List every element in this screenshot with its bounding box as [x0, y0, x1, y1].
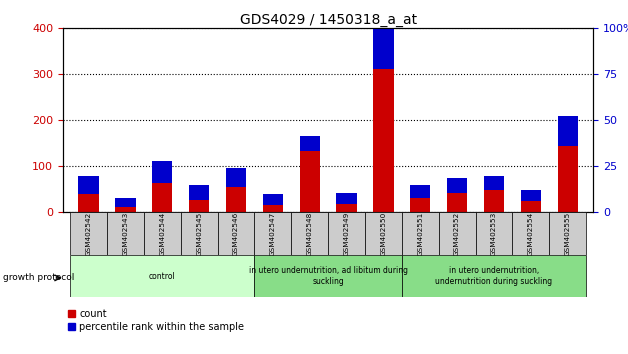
Text: control: control — [149, 272, 176, 281]
Bar — [337, 204, 357, 212]
Bar — [410, 185, 430, 198]
Text: growth protocol: growth protocol — [3, 273, 75, 282]
Bar — [558, 146, 578, 212]
Text: GSM402543: GSM402543 — [122, 211, 129, 256]
Bar — [78, 176, 99, 194]
Text: GSM402546: GSM402546 — [233, 211, 239, 256]
Bar — [70, 212, 107, 255]
Bar — [152, 183, 173, 212]
Bar — [521, 201, 541, 212]
Bar — [328, 212, 365, 255]
Bar — [116, 198, 136, 207]
Bar — [475, 212, 512, 255]
Bar — [484, 176, 504, 190]
Title: GDS4029 / 1450318_a_at: GDS4029 / 1450318_a_at — [239, 13, 417, 27]
Text: GSM402549: GSM402549 — [344, 211, 350, 256]
Bar — [402, 212, 439, 255]
Bar — [447, 178, 467, 193]
Bar — [521, 190, 541, 201]
Bar — [254, 212, 291, 255]
Bar — [300, 137, 320, 151]
Bar — [144, 212, 181, 255]
Bar — [152, 161, 173, 183]
Bar — [447, 193, 467, 212]
Bar — [484, 190, 504, 212]
Text: GSM402553: GSM402553 — [491, 211, 497, 256]
Bar — [263, 205, 283, 212]
Bar — [337, 193, 357, 204]
Bar — [181, 212, 217, 255]
Text: GSM402547: GSM402547 — [270, 211, 276, 256]
Bar — [263, 194, 283, 205]
Bar — [116, 207, 136, 212]
Bar — [512, 212, 550, 255]
Legend: count, percentile rank within the sample: count, percentile rank within the sample — [68, 309, 244, 332]
Text: GSM402545: GSM402545 — [196, 211, 202, 256]
Bar — [189, 185, 209, 200]
Text: GSM402544: GSM402544 — [160, 211, 165, 256]
Bar — [226, 168, 246, 187]
Bar — [291, 212, 328, 255]
Bar — [550, 212, 586, 255]
Bar — [189, 200, 209, 212]
Text: GSM402552: GSM402552 — [454, 211, 460, 256]
Text: GSM402550: GSM402550 — [381, 211, 386, 256]
Text: in utero undernutrition,
undernutrition during suckling: in utero undernutrition, undernutrition … — [435, 267, 553, 286]
Bar — [217, 212, 254, 255]
Bar — [373, 69, 394, 212]
Bar — [254, 255, 402, 297]
Bar — [558, 116, 578, 146]
Text: GSM402548: GSM402548 — [306, 211, 313, 256]
Bar — [410, 198, 430, 212]
Text: GSM402551: GSM402551 — [417, 211, 423, 256]
Bar — [365, 212, 402, 255]
Bar — [402, 255, 586, 297]
Bar — [78, 194, 99, 212]
Text: GSM402554: GSM402554 — [528, 211, 534, 256]
Bar — [300, 151, 320, 212]
Bar — [226, 187, 246, 212]
Text: GSM402542: GSM402542 — [85, 211, 92, 256]
Bar — [439, 212, 475, 255]
Text: in utero undernutrition, ad libitum during
suckling: in utero undernutrition, ad libitum duri… — [249, 267, 408, 286]
Bar — [373, 10, 394, 69]
Bar — [70, 255, 254, 297]
Text: GSM402555: GSM402555 — [565, 211, 571, 256]
Bar — [107, 212, 144, 255]
